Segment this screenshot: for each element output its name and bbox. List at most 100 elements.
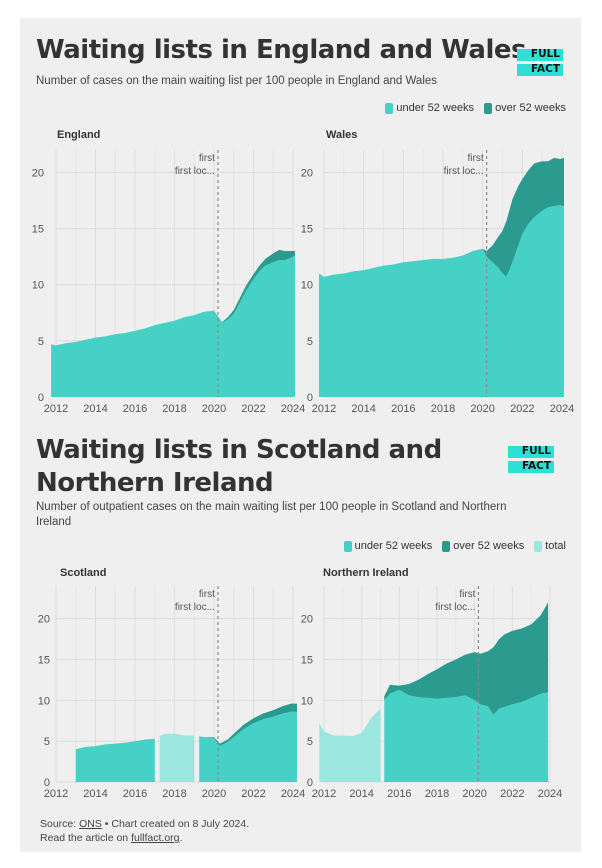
y-tick-label: 10: [38, 695, 50, 707]
top-legend: under 52 weeks over 52 weeks: [385, 102, 566, 114]
x-tick-label: 2018: [431, 403, 455, 415]
ons-link[interactable]: ONS: [79, 818, 102, 830]
bottom-legend: under 52 weeks over 52 weeks total: [343, 540, 566, 552]
x-tick-label: 2012: [44, 788, 68, 800]
legend-swatch: [534, 540, 543, 552]
bottom-subtitle-line1: Number of outpatient cases on the main w…: [36, 501, 507, 513]
y-tick-label: 20: [38, 614, 50, 626]
y-tick-label: 20: [301, 167, 313, 179]
legend-label: over 52 weeks: [495, 102, 566, 114]
x-tick-label: 2020: [470, 403, 494, 415]
panel-title: Wales: [326, 129, 357, 141]
x-tick-label: 2018: [162, 403, 186, 415]
annotation-label: first loc...: [435, 602, 475, 613]
logo-word-full: FULL: [521, 445, 551, 457]
legend-item-under: under 52 weeks: [385, 102, 474, 114]
y-tick-label: 20: [32, 167, 44, 179]
x-tick-label: 2016: [123, 788, 147, 800]
y-tick-label: 0: [307, 777, 313, 789]
y-tick-label: 10: [32, 280, 44, 292]
area-under-52-weeks: [319, 205, 564, 397]
chart-panel-scotland: Scotland 0 5 10 15 20 2012 2014 2016 2018 2020 2022…: [38, 567, 305, 800]
logo-word-full: FULL: [530, 48, 560, 60]
bottom-subtitle: Number of outpatient cases on the main w…: [36, 500, 566, 530]
y-tick-label: 15: [38, 655, 50, 667]
annotation-label: first: [199, 589, 215, 600]
bottom-title-line1: Waiting lists in Scotland and: [36, 435, 442, 465]
area-over-52-weeks: [319, 157, 564, 277]
legend-item-over: over 52 weeks: [442, 540, 524, 552]
y-tick-label: 15: [301, 224, 313, 236]
area-over-52-weeks: [199, 703, 297, 747]
source-prefix: Source:: [40, 818, 80, 830]
x-tick-label: 2016: [387, 788, 411, 800]
area-over-52-weeks: [384, 602, 549, 715]
annotation-label: first loc...: [175, 602, 215, 613]
top-subtitle: Number of cases on the main waiting list…: [36, 75, 438, 87]
panel-title: Scotland: [60, 567, 106, 579]
x-tick-label: 2020: [202, 403, 226, 415]
legend-item-over: over 52 weeks: [484, 102, 566, 114]
area-over-52-weeks: [51, 249, 295, 346]
area-under-52-weeks: [384, 689, 549, 782]
logo-word-fact: FACT: [522, 460, 551, 472]
area-under-52-weeks: [199, 711, 297, 782]
x-tick-label: 2012: [312, 403, 336, 415]
legend-label: under 52 weeks: [396, 102, 475, 114]
chart-panel-wales: Wales 0 5 10 15 20 2012 2014 2016 2018 2020 2022 202…: [301, 129, 574, 415]
bottom-title-line2: Northern Ireland: [36, 467, 274, 498]
y-tick-label: 20: [301, 614, 313, 626]
legend-item-under: under 52 weeks: [343, 540, 433, 552]
fullfact-logo-bottom: FULL FACT: [508, 445, 554, 476]
y-tick-label: 0: [307, 392, 313, 404]
annotation-label: first loc...: [444, 166, 484, 177]
panel-title: Northern Ireland: [323, 567, 409, 579]
x-tick-label: 2022: [241, 788, 265, 800]
legend-swatch: [385, 102, 394, 114]
x-tick-label: 2024: [281, 403, 305, 415]
bottom-subtitle-line2: Ireland: [36, 515, 72, 528]
x-tick-label: 2014: [351, 403, 375, 415]
y-tick-label: 5: [44, 736, 50, 748]
annotation-label: first: [199, 153, 215, 164]
chart-panel-england: England 0 5 10 15 20 2012 2014 2016 2018 2020 2022 2…: [32, 129, 305, 415]
y-tick-label: 0: [38, 392, 44, 404]
y-tick-label: 15: [32, 224, 44, 236]
y-tick-label: 0: [44, 777, 50, 789]
legend-label: under 52 weeks: [354, 540, 433, 552]
y-tick-label: 10: [301, 695, 313, 707]
x-tick-label: 2016: [123, 403, 147, 415]
x-tick-label: 2024: [538, 788, 562, 800]
read-suffix: .: [179, 832, 183, 845]
footer: Source: ONS • Chart created on 8 July 20…: [40, 817, 249, 845]
area-total: [159, 733, 195, 782]
annotation-label: first: [468, 153, 484, 164]
x-tick-label: 2022: [241, 403, 265, 415]
y-tick-label: 10: [301, 280, 313, 292]
chart-panel-northern-ireland: Northern Ireland 0 5 10 15 20 2012 2014 2016 2018…: [301, 567, 562, 800]
x-tick-label: 2014: [83, 788, 107, 800]
footer-source: Source: ONS • Chart created on 8 July 20…: [40, 817, 249, 831]
x-tick-label: 2012: [44, 403, 68, 415]
legend-item-total: total: [534, 540, 566, 552]
y-tick-label: 5: [38, 336, 44, 348]
bottom-title: Waiting lists in Scotland and Northern I…: [36, 434, 442, 499]
panel-title: England: [57, 129, 100, 141]
x-tick-label: 2014: [83, 403, 107, 415]
area-under-52-weeks: [75, 738, 155, 782]
x-tick-label: 2018: [425, 788, 449, 800]
fullfact-logo-top: FULL FACT: [517, 48, 563, 79]
footer-read: Read the article on fullfact.org.: [40, 831, 249, 845]
legend-swatch: [484, 102, 493, 114]
area-total: [319, 708, 381, 782]
x-tick-label: 2020: [202, 788, 226, 800]
legend-swatch: [343, 540, 352, 552]
legend-swatch: [442, 540, 451, 552]
area-under-52-weeks: [51, 255, 295, 397]
y-tick-label: 15: [301, 655, 313, 667]
fullfact-link[interactable]: fullfact.org: [131, 832, 180, 845]
x-tick-label: 2014: [349, 788, 373, 800]
x-tick-label: 2018: [162, 788, 186, 800]
legend-label: over 52 weeks: [453, 540, 525, 552]
